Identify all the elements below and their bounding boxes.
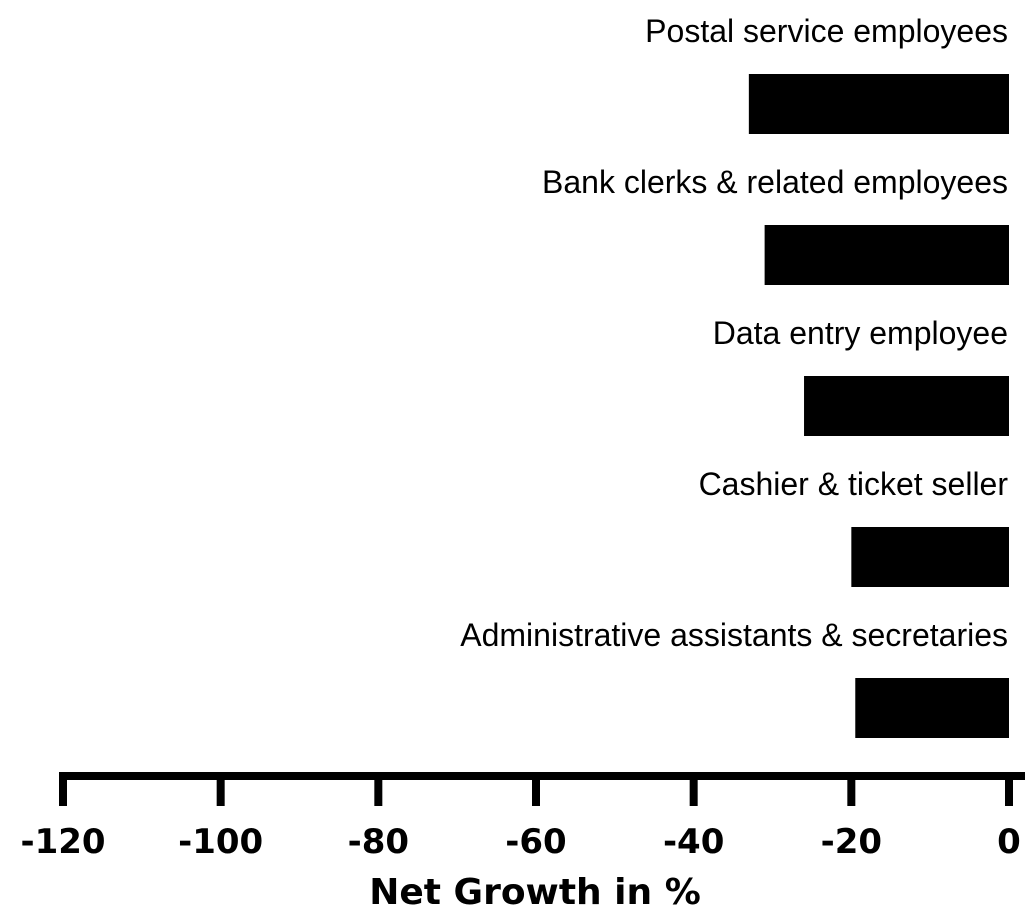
x-tick-label: -40 (663, 822, 724, 862)
bar (748, 74, 1009, 134)
x-tick-label: 0 (997, 822, 1021, 862)
category-label: Bank clerks & related employees (542, 164, 1008, 200)
x-tick-labels-group: -120 -100 -80 -60 -40 -20 0 (20, 822, 1020, 862)
bar (851, 527, 1009, 587)
bars-group (748, 74, 1009, 738)
bar (855, 678, 1009, 738)
x-ticks-group (59, 776, 1013, 806)
category-label: Data entry employee (713, 315, 1008, 351)
bar (764, 225, 1009, 285)
category-label: Cashier & ticket seller (699, 466, 1009, 502)
x-axis-title: Net Growth in % (369, 872, 701, 913)
x-tick-label: -20 (821, 822, 882, 862)
x-tick-label: -100 (178, 822, 263, 862)
x-tick-label: -80 (348, 822, 409, 862)
category-label: Administrative assistants & secretaries (460, 617, 1008, 653)
category-labels-group: Postal service employees Bank clerks & re… (460, 13, 1008, 653)
category-label: Postal service employees (645, 13, 1008, 49)
x-tick-label: -60 (505, 822, 566, 862)
bar (804, 376, 1009, 436)
x-axis: -120 -100 -80 -60 -40 -20 0 (20, 772, 1025, 862)
x-tick-label: -120 (20, 822, 105, 862)
